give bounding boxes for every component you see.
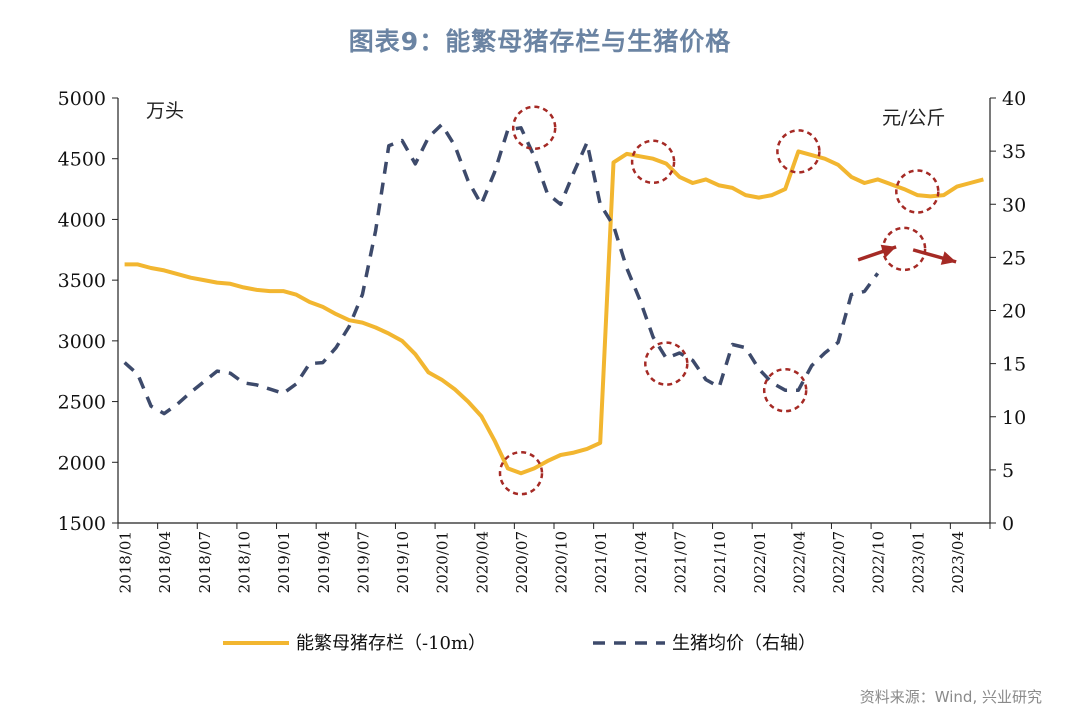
- right-tick-label: 15: [1002, 354, 1026, 376]
- left-tick-label: 3000: [58, 331, 106, 353]
- source-note: 资料来源：Wind, 兴业研究: [859, 688, 1042, 706]
- x-tick-label: 2022/07: [830, 531, 848, 593]
- x-tick-label: 2020/04: [473, 531, 491, 593]
- legend-label-sows: 能繁母猪存栏（-10m）: [296, 633, 486, 654]
- right-tick-label: 30: [1002, 194, 1026, 216]
- highlight-circle: [776, 129, 821, 174]
- x-tick-label: 2020/01: [434, 531, 452, 593]
- x-tick-label: 2021/10: [711, 531, 729, 593]
- right-tick-label: 25: [1002, 247, 1026, 269]
- right-tick-label: 10: [1002, 407, 1026, 429]
- series-layer: [123, 122, 984, 476]
- trend-arrow-head: [880, 244, 897, 259]
- x-tick-label: 2018/07: [196, 531, 214, 593]
- x-tick-label: 2019/10: [394, 531, 412, 593]
- highlight-circle: [762, 367, 808, 413]
- x-tick-label: 2019/01: [275, 531, 293, 593]
- highlight-circle: [511, 105, 557, 151]
- legend-label-price: 生猪均价（右轴）: [672, 633, 816, 654]
- x-tick-label: 2021/07: [672, 531, 690, 593]
- chart-title: 图表9：能繁母猪存栏与生猪价格: [348, 27, 732, 56]
- x-tick-label: 2018/10: [236, 531, 254, 593]
- x-tick-label: 2020/07: [513, 531, 531, 593]
- right-tick-label: 35: [1002, 141, 1026, 163]
- highlight-circle: [630, 139, 676, 185]
- right-tick-label: 0: [1002, 513, 1014, 535]
- x-tick-label: 2023/01: [909, 531, 927, 593]
- x-tick-label: 2021/01: [592, 531, 610, 593]
- x-tick-label: 2018/04: [156, 531, 174, 593]
- right-tick-label: 5: [1002, 460, 1014, 482]
- left-tick-label: 2500: [58, 392, 106, 414]
- trend-arrow-head: [940, 251, 957, 265]
- left-tick-label: 4000: [58, 209, 106, 231]
- right-axis-unit: 元/公斤: [882, 107, 945, 129]
- right-tick-label: 40: [1002, 88, 1026, 110]
- series-line-price: [123, 122, 880, 416]
- highlight-circle: [498, 450, 544, 496]
- x-tick-label: 2022/04: [790, 531, 808, 593]
- series-line-sows: [124, 149, 984, 476]
- x-tick-label: 2022/01: [751, 531, 769, 593]
- left-axis-unit: 万头: [146, 100, 184, 122]
- left-tick-label: 5000: [58, 88, 106, 110]
- x-tick-label: 2020/10: [553, 531, 571, 593]
- highlight-circle: [895, 169, 940, 214]
- x-tick-label: 2021/04: [632, 531, 650, 593]
- x-tick-label: 2022/10: [870, 531, 888, 593]
- highlight-circle: [644, 341, 689, 386]
- right-tick-label: 20: [1002, 301, 1026, 323]
- left-tick-label: 1500: [58, 513, 106, 535]
- x-tick-label: 2018/01: [117, 531, 135, 593]
- x-tick-label: 2019/07: [354, 531, 372, 593]
- x-tick-label: 2023/04: [949, 531, 967, 593]
- axes: 1500 2000 2500 3000 3500 4000 4500 5000 0 5 10 15 20…: [58, 88, 1027, 593]
- annotations: [498, 105, 957, 496]
- left-tick-label: 2000: [58, 452, 106, 474]
- legend: 能繁母猪存栏（-10m） 生猪均价（右轴）: [223, 633, 816, 654]
- x-tick-label: 2019/04: [315, 531, 333, 593]
- left-tick-label: 3500: [58, 270, 106, 292]
- left-tick-label: 4500: [58, 149, 106, 171]
